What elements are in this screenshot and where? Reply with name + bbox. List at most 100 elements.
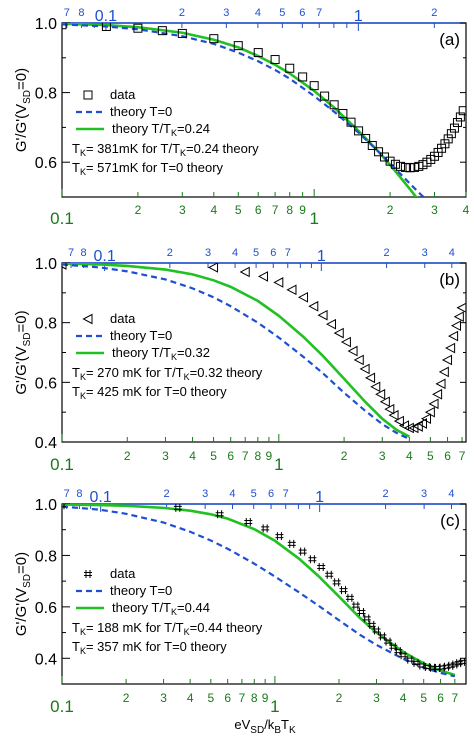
y-tick-label: 0.4 — [35, 435, 57, 452]
y-tick-label: 1.0 — [35, 16, 57, 33]
data-point — [333, 327, 344, 339]
legend-marker-data — [82, 313, 93, 325]
x-tick-label: 9 — [262, 691, 269, 705]
x-tick-label: 4 — [463, 203, 470, 217]
data-point — [389, 642, 398, 651]
data-point — [448, 330, 459, 342]
data-point — [437, 143, 447, 153]
series-theory-t0-line — [62, 23, 425, 197]
data-point — [367, 140, 377, 150]
y-tick-label: 0.8 — [35, 316, 57, 333]
data-point — [351, 601, 360, 610]
x-tick-label: 7 — [272, 203, 279, 217]
y-tick-label: 0.8 — [35, 86, 57, 103]
y-tick-label: 0.4 — [35, 651, 57, 668]
legend-label-data: data — [110, 87, 136, 102]
data-point — [370, 381, 381, 393]
top-x-tick-label: 1 — [317, 248, 326, 265]
top-x-tick-label: 2 — [431, 7, 437, 19]
annotation-text: TK= 571mK for T=0 theory — [72, 160, 224, 177]
data-point — [394, 647, 403, 656]
y-tick-label: 0.8 — [35, 548, 57, 565]
annotation-text: TK= 188 mK for T/TK=0.44 theory — [72, 620, 263, 637]
data-point — [455, 112, 465, 122]
x-tick-label: 4 — [400, 691, 407, 705]
top-x-tick-label: 4 — [449, 247, 455, 259]
data-point — [372, 626, 381, 635]
annotation-text: TK= 425 mK for T=0 theory — [72, 384, 227, 401]
legend-label-tk: theory T/TK=0.32 — [112, 345, 210, 362]
top-x-tick-label: 1 — [315, 489, 324, 506]
top-x-tick-label: 8 — [81, 247, 87, 259]
data-point — [428, 663, 437, 672]
x-tick-label: 3 — [431, 203, 438, 217]
data-point — [354, 126, 364, 136]
data-point — [62, 263, 67, 270]
top-x-tick-label: 2 — [179, 7, 185, 19]
data-point — [339, 586, 348, 595]
series-theory-t0-line — [62, 263, 410, 441]
annotation-text: TK= 357 mK for T=0 theory — [72, 639, 227, 656]
x-tick-label: 0.1 — [50, 697, 74, 716]
data-point — [257, 271, 269, 282]
data-point — [375, 388, 386, 400]
data-point — [297, 291, 309, 303]
data-point — [101, 23, 111, 31]
x-tick-label: 0.1 — [50, 455, 74, 474]
data-point — [215, 510, 224, 519]
legend: data theory T=0 theory T/TK=0.32 — [76, 311, 210, 362]
legend-label-data: data — [110, 311, 136, 326]
x-tick-label: 2 — [387, 203, 394, 217]
top-x-tick-label: 6 — [270, 247, 276, 259]
x-tick-label: 9 — [266, 449, 273, 463]
data-point — [285, 63, 295, 73]
data-point — [359, 363, 370, 375]
x-tick-label: 1 — [274, 455, 283, 474]
data-point — [244, 518, 253, 526]
legend-label-t0: theory T=0 — [110, 583, 172, 598]
x-tick-label: 1 — [270, 697, 279, 716]
x-axis-label: eVSD/kBTK — [234, 717, 296, 736]
top-x-tick-label: 3 — [223, 7, 229, 19]
data-point — [441, 354, 453, 366]
data-point — [270, 55, 280, 65]
data-point — [346, 117, 356, 127]
x-tick-label: 7 — [459, 449, 466, 463]
data-point — [440, 139, 450, 149]
data-point — [325, 318, 337, 330]
y-axis-label: G'/G'(VSD=0) — [13, 68, 33, 152]
data-point — [378, 632, 387, 641]
top-x-tick-label: 5 — [251, 488, 257, 500]
x-tick-label: 9 — [299, 203, 306, 217]
top-x-tick-label: 7 — [316, 7, 322, 19]
chart-panel-1: 0.1 2 3 4 5 6 7 8 9 1 2 3 47 8 0.1 2 3 4 5 6 7 1 20.60.81.0G'/… — [13, 7, 470, 228]
series-theory-t0-line — [62, 505, 456, 678]
data-point — [345, 593, 354, 602]
data-point — [416, 418, 428, 429]
data-point — [325, 570, 334, 579]
data-point — [62, 504, 66, 510]
data-point — [423, 663, 432, 672]
data-point — [443, 134, 453, 144]
data-point — [308, 300, 319, 312]
x-tick-label: 6 — [437, 691, 444, 705]
data-point — [458, 106, 466, 116]
chart-panel-3: 0.1 2 3 4 5 6 7 8 9 1 2 3 4 5 6 77 8 0.1 2 3 4 5 6 7 1 2 3 40.40.60… — [13, 488, 467, 716]
data-point — [332, 578, 341, 587]
data-point — [353, 354, 364, 366]
x-tick-label: 3 — [373, 691, 380, 705]
top-x-tick-label: 2 — [164, 488, 170, 500]
x-tick-label: 6 — [224, 691, 231, 705]
data-point — [388, 409, 399, 421]
x-tick-label: 8 — [286, 203, 293, 217]
data-point — [173, 504, 182, 512]
x-tick-label: 3 — [179, 203, 186, 217]
data-point — [347, 345, 358, 357]
x-tick-label: 4 — [406, 449, 413, 463]
x-tick-label: 0.1 — [50, 209, 74, 228]
legend-label-tk: theory T/TK=0.24 — [112, 121, 210, 138]
data-point — [374, 147, 384, 157]
legend-label-tk: theory T/TK=0.44 — [112, 600, 210, 617]
data-point — [412, 421, 423, 432]
x-tick-label: 2 — [341, 449, 348, 463]
